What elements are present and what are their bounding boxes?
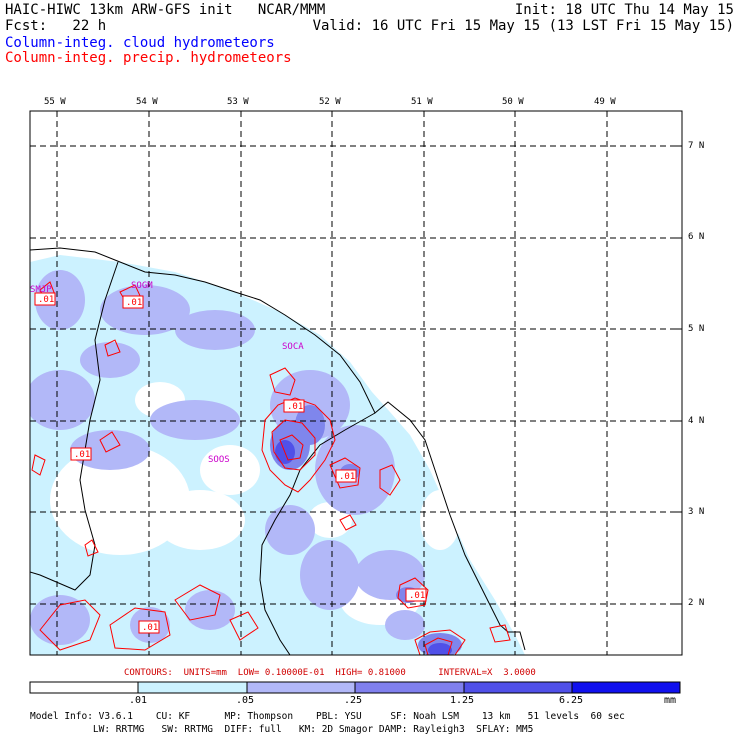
lon-label: 51 W [411,97,433,107]
lat-label: 7 N [688,141,705,151]
lat-label: 6 N [688,232,705,242]
colorbar-unit: mm [664,695,677,706]
valid-time: Valid: 16 UTC Fri 15 May 15 (13 LST Fri … [312,18,734,34]
station-label: SOOS [208,455,230,465]
station-label: SOCA [282,342,304,352]
station-label: SOGM [131,281,153,291]
colorbar-label: 1.25 [450,695,475,706]
station-label: SMJP [30,285,52,295]
lon-label: 52 W [319,97,341,107]
colorbar-label: .05 [236,695,255,706]
colorbar-label: 6.25 [559,695,584,706]
init-time: Init: 18 UTC Thu 14 May 15 [514,2,734,18]
lat-label: 5 N [688,324,705,334]
lat-label: 4 N [688,416,705,426]
contour-label: .01 [287,402,303,412]
lat-label: 2 N [688,598,705,608]
model-title: HAIC-HIWC 13km ARW-GFS init NCAR/MMM [5,2,326,18]
contour-label: .01 [339,472,355,482]
contour-label: .01 [142,623,158,633]
lat-label: 3 N [688,507,705,517]
colorbar-label: .25 [344,695,363,706]
contour-label: .01 [409,591,425,601]
coastline [30,247,526,655]
lon-label: 53 W [227,97,249,107]
precip-contours [31,281,511,655]
cloud-field-label: Column-integ. cloud hydrometeors [5,35,275,51]
lon-label: 50 W [502,97,524,107]
hydrometeor-shading [30,255,525,655]
contours-info: CONTOURS: UNITS=mm LOW= 0.10000E-01 HIGH… [124,668,536,678]
lon-label: 54 W [136,97,158,107]
colorbar [29,681,681,694]
precip-field-label: Column-integ. precip. hydrometeors [5,50,292,66]
stations: SMJP SOGM SOCA SOOS [30,281,304,465]
model-info-line1: Model Info: V3.6.1 CU: KF MP: Thompson P… [30,711,625,722]
contour-labels: .01 .01 .01 .01 .01 .01 .01 [34,292,427,634]
tick-marks [56,111,682,605]
contour-label: .01 [74,450,90,460]
map-frame [29,110,683,656]
lon-label: 49 W [594,97,616,107]
model-info-line2: LW: RRTMG SW: RRTMG DIFF: full KM: 2D Sm… [30,724,534,735]
contour-label: .01 [38,295,54,305]
contour-label: .01 [126,298,142,308]
forecast-hour: Fcst: 22 h [5,18,107,34]
graticule [30,111,682,655]
colorbar-label: .01 [129,695,148,706]
lon-label: 55 W [44,97,66,107]
